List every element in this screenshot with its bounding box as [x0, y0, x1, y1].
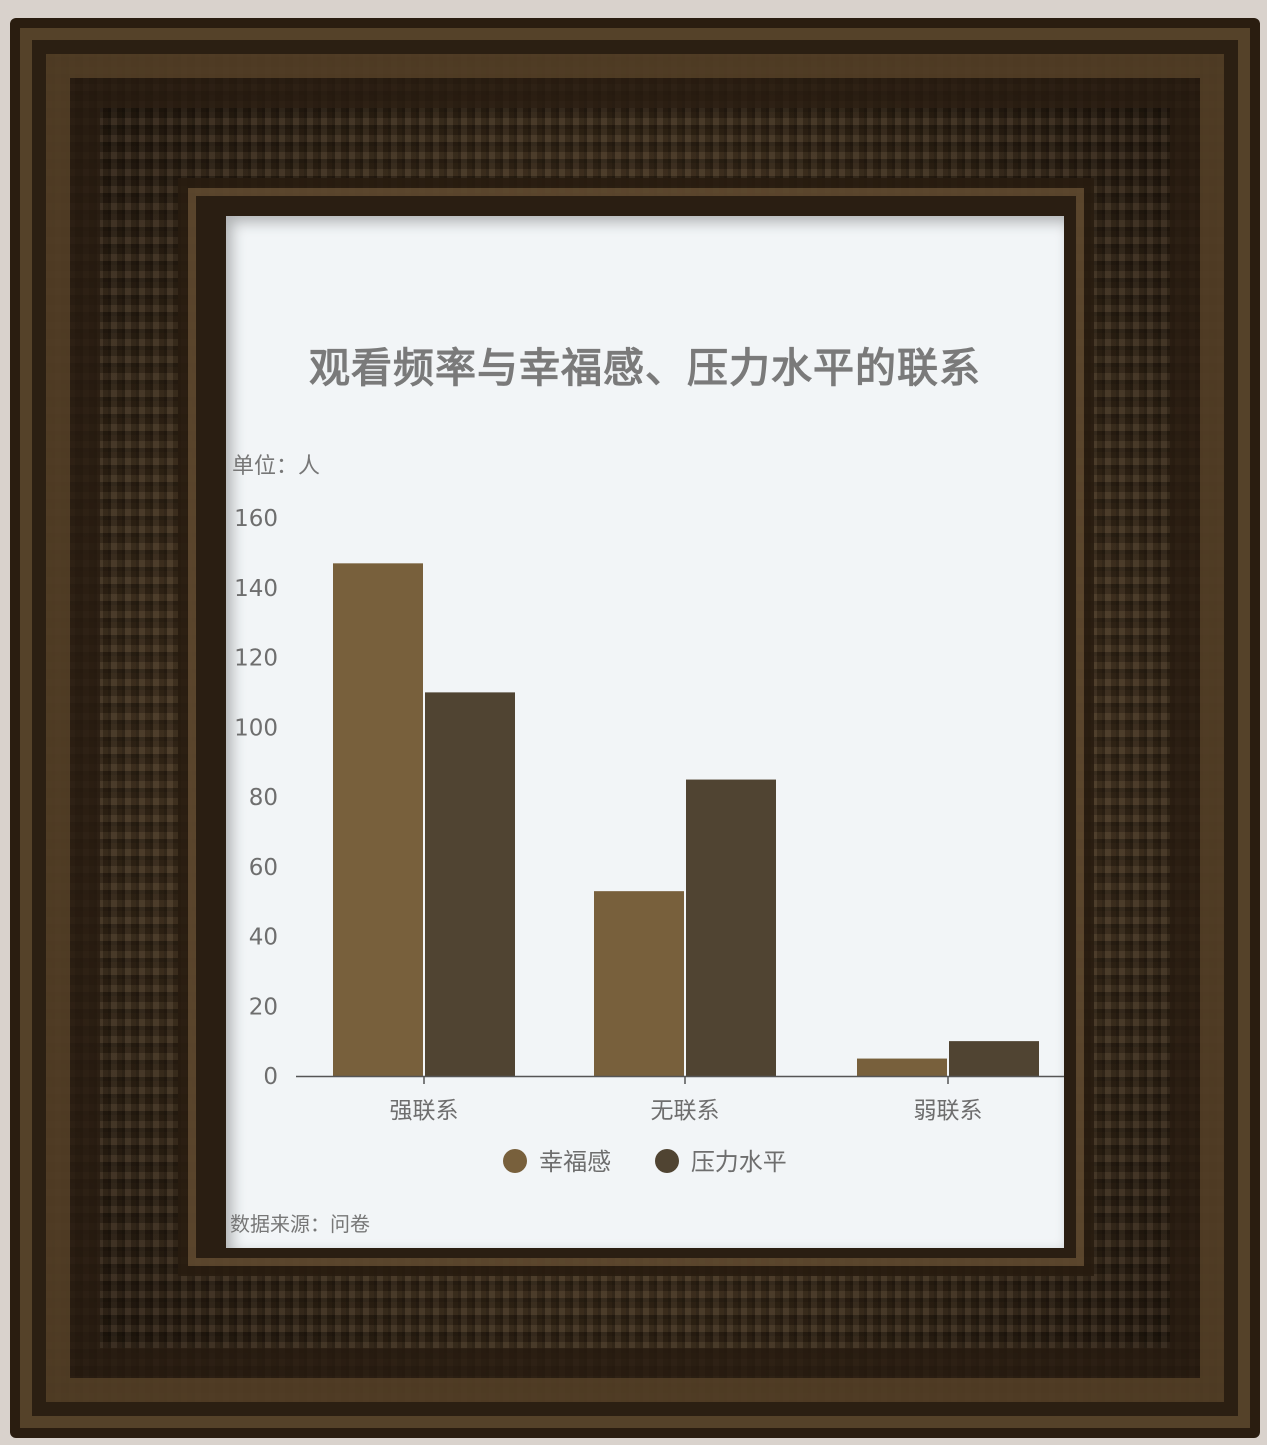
legend-item-stress: 压力水平	[654, 1142, 787, 1177]
data-source: 数据来源：问卷	[230, 1212, 370, 1236]
bar-happiness	[857, 1058, 947, 1076]
y-tick-label: 100	[234, 715, 278, 741]
chart-title: 观看频率与幸福感、压力水平的联系	[309, 344, 981, 392]
y-tick-label: 140	[234, 576, 278, 602]
y-tick-label: 120	[234, 646, 278, 672]
bar-stress	[686, 779, 776, 1076]
bar-happiness	[333, 563, 423, 1076]
chart-plot: 0 20 40 60 80 100 120 140 160 强联系 无联系 弱联系	[234, 506, 1064, 1124]
x-category-label: 弱联系	[914, 1098, 983, 1124]
legend-label-stress: 压力水平	[690, 1148, 787, 1176]
legend-swatch-happiness	[503, 1149, 528, 1173]
legend-item-happiness: 幸福感	[503, 1142, 611, 1177]
legend-label-happiness: 幸福感	[539, 1148, 612, 1176]
chart-legend: 幸福感 压力水平	[226, 1142, 1064, 1177]
y-tick-label: 20	[249, 994, 278, 1020]
chart-canvas: 观看频率与幸福感、压力水平的联系 单位：人 0 20 40 60 80 100 120 140…	[226, 216, 1064, 1248]
y-tick-label: 60	[249, 855, 278, 881]
legend-swatch-stress	[654, 1149, 679, 1173]
y-tick-label: 0	[263, 1064, 278, 1090]
bar-stress	[949, 1041, 1039, 1076]
y-tick-label: 80	[249, 785, 278, 811]
bar-happiness	[594, 891, 684, 1076]
bar-stress	[425, 692, 515, 1076]
y-tick-label: 160	[234, 506, 278, 532]
unit-label: 单位：人	[232, 454, 321, 479]
y-tick-label: 40	[249, 925, 278, 951]
x-category-label: 强联系	[390, 1098, 459, 1124]
x-category-label: 无联系	[651, 1098, 720, 1124]
